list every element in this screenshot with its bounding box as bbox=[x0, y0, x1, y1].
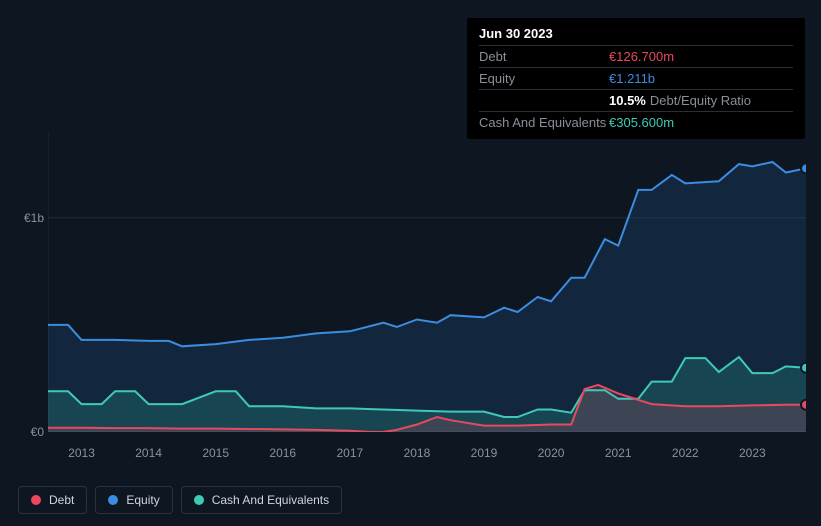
series-endpoint-equity bbox=[801, 163, 806, 173]
legend-item-cash[interactable]: Cash And Equivalents bbox=[181, 486, 342, 514]
x-tick-label: 2016 bbox=[269, 446, 296, 460]
x-tick-label: 2017 bbox=[336, 446, 363, 460]
chart-legend: Debt Equity Cash And Equivalents bbox=[18, 486, 342, 514]
x-axis: 2013 2014 2015 2016 2017 2018 2019 2020 2021 2022… bbox=[48, 446, 806, 466]
tooltip-row-equity: Equity €1.211b bbox=[479, 67, 793, 89]
chart-container: €0 €1b 2013 2014 2015 2016 2017 2018 2019 2020 20… bbox=[18, 120, 806, 460]
x-tick-label: 2013 bbox=[68, 446, 95, 460]
y-tick-label: €1b bbox=[24, 211, 44, 225]
ratio-label: Debt/Equity Ratio bbox=[650, 93, 751, 108]
series-endpoint-debt bbox=[801, 400, 806, 410]
tooltip-row-ratio: 10.5% Debt/Equity Ratio bbox=[479, 89, 793, 111]
tooltip-label: Equity bbox=[479, 71, 609, 86]
x-tick-label: 2015 bbox=[202, 446, 229, 460]
y-tick-label: €0 bbox=[31, 425, 44, 439]
x-tick-label: 2014 bbox=[135, 446, 162, 460]
tooltip-date: Jun 30 2023 bbox=[479, 26, 793, 41]
legend-swatch-icon bbox=[108, 495, 118, 505]
legend-item-equity[interactable]: Equity bbox=[95, 486, 172, 514]
x-tick-label: 2019 bbox=[471, 446, 498, 460]
legend-label: Equity bbox=[126, 493, 159, 507]
legend-item-debt[interactable]: Debt bbox=[18, 486, 87, 514]
tooltip-row-debt: Debt €126.700m bbox=[479, 45, 793, 67]
ratio-percent: 10.5% bbox=[609, 93, 646, 108]
tooltip-label: Debt bbox=[479, 49, 609, 64]
legend-swatch-icon bbox=[194, 495, 204, 505]
tooltip-label bbox=[479, 93, 609, 108]
legend-swatch-icon bbox=[31, 495, 41, 505]
x-tick-label: 2018 bbox=[404, 446, 431, 460]
tooltip-value-debt: €126.700m bbox=[609, 49, 793, 64]
series-endpoint-cash bbox=[801, 363, 806, 373]
tooltip-value-ratio: 10.5% Debt/Equity Ratio bbox=[609, 93, 793, 108]
legend-label: Debt bbox=[49, 493, 74, 507]
chart-plot[interactable] bbox=[48, 132, 806, 432]
legend-label: Cash And Equivalents bbox=[212, 493, 329, 507]
x-tick-label: 2023 bbox=[739, 446, 766, 460]
tooltip-value-equity: €1.211b bbox=[609, 71, 793, 86]
x-tick-label: 2020 bbox=[538, 446, 565, 460]
x-tick-label: 2021 bbox=[605, 446, 632, 460]
x-tick-label: 2022 bbox=[672, 446, 699, 460]
